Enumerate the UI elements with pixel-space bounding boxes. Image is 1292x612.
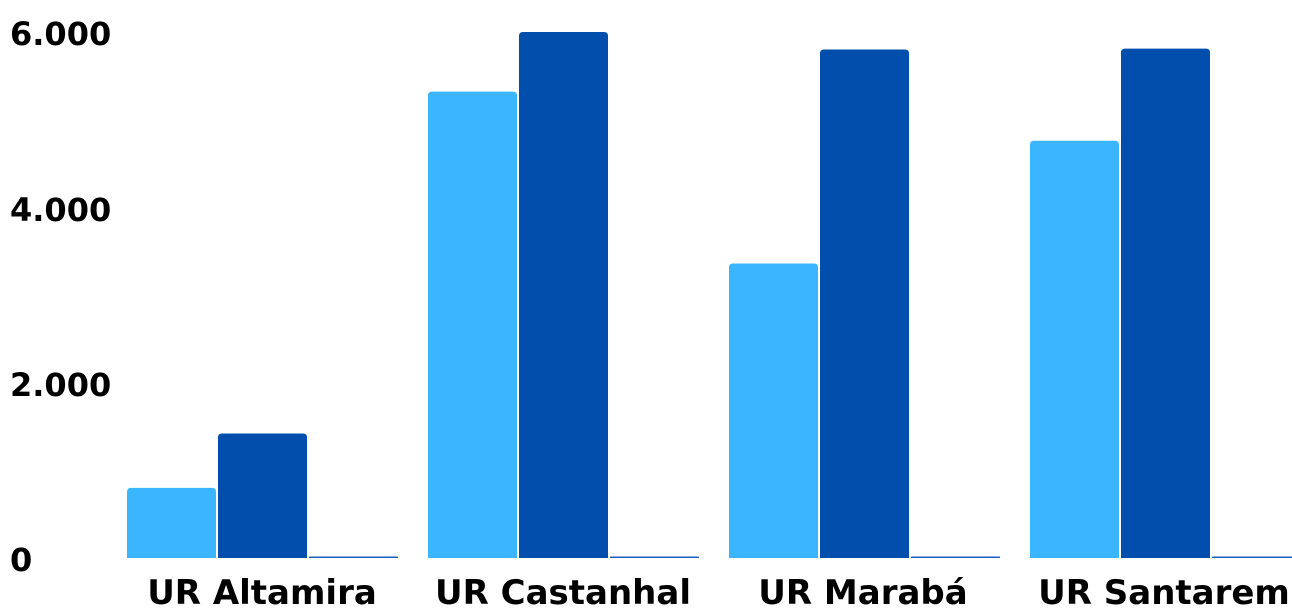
bar-3-ur-castanhal <box>610 556 699 558</box>
y-axis: 0 2.000 4.000 6.000 <box>10 15 111 579</box>
bar-2-ur-marab- <box>820 49 909 559</box>
bar-3-ur-marab- <box>911 556 1000 558</box>
x-category-label-1: UR Castanhal <box>435 573 691 612</box>
x-category-label-2: UR Marabá <box>758 573 967 612</box>
bar-2-ur-altamira <box>218 433 307 558</box>
bar-2-ur-santarem <box>1121 48 1210 558</box>
y-tick-label-2: 4.000 <box>10 191 111 229</box>
bar-1-ur-santarem <box>1030 140 1119 558</box>
bar-3-ur-altamira <box>309 556 398 558</box>
y-tick-label-1: 2.000 <box>10 366 111 404</box>
y-tick-label-0: 0 <box>10 541 32 579</box>
bar-1-ur-castanhal <box>428 91 517 558</box>
bars-group <box>127 32 1292 559</box>
bar-2-ur-castanhal <box>519 32 608 558</box>
bar-1-ur-altamira <box>127 487 216 558</box>
bar-1-ur-marab- <box>729 263 818 558</box>
x-category-label-3: UR Santarem <box>1038 573 1290 612</box>
x-axis: UR Altamira UR Castanhal UR Marabá UR Sa… <box>147 573 1290 612</box>
bar-3-ur-santarem <box>1212 556 1292 558</box>
y-tick-label-3: 6.000 <box>10 15 111 53</box>
x-category-label-0: UR Altamira <box>147 573 377 612</box>
